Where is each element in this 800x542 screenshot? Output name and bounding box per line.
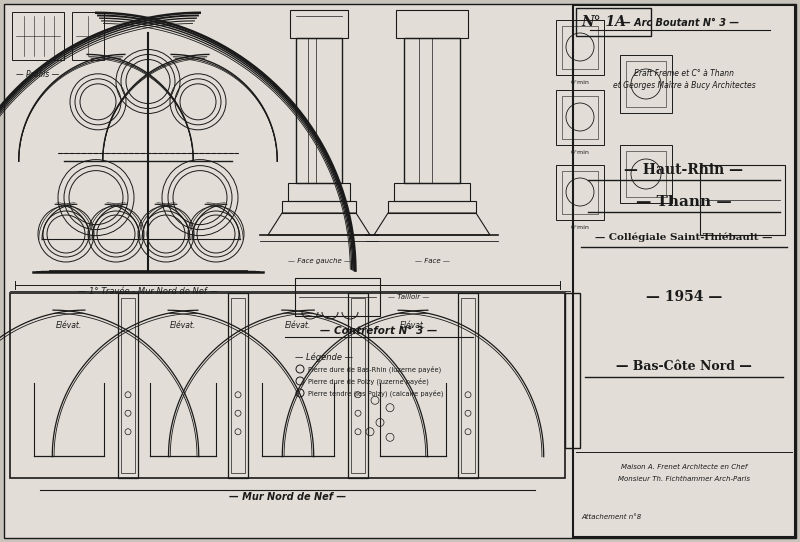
Text: — Collégiale Saint-Thiébault —: — Collégiale Saint-Thiébault — xyxy=(595,233,773,242)
Bar xyxy=(394,183,470,201)
Text: — Face gauche —: — Face gauche — xyxy=(287,258,350,264)
Bar xyxy=(700,165,785,235)
Text: — Haut-Rhin —: — Haut-Rhin — xyxy=(625,163,743,177)
Bar xyxy=(620,145,672,203)
Bar xyxy=(556,20,604,75)
Text: — Thann —: — Thann — xyxy=(636,195,732,209)
Bar xyxy=(626,61,666,107)
Text: — Mur Nord de Nef —: — Mur Nord de Nef — xyxy=(229,492,346,502)
Text: Pierre dure de Bas-Rhin (luzerne payée): Pierre dure de Bas-Rhin (luzerne payée) xyxy=(308,365,442,373)
Bar xyxy=(10,293,565,478)
Bar xyxy=(388,201,476,213)
Bar xyxy=(228,293,248,478)
Text: — Bas-Côte Nord —: — Bas-Côte Nord — xyxy=(616,360,752,373)
Text: Pierre tendre (les Polzy) (calcaire payée): Pierre tendre (les Polzy) (calcaire payé… xyxy=(308,389,443,397)
Bar xyxy=(348,293,368,478)
Bar xyxy=(576,8,651,36)
Text: Elévat.: Elévat. xyxy=(56,321,82,330)
Bar xyxy=(556,165,604,220)
Text: — Tailloir —: — Tailloir — xyxy=(388,294,430,300)
Text: et Georges Maître à Bucy Architectes: et Georges Maître à Bucy Architectes xyxy=(613,81,755,89)
Bar xyxy=(556,90,604,145)
Text: 6°min: 6°min xyxy=(570,150,590,155)
Bar xyxy=(351,298,365,473)
Text: — 1° Travée - Mur Nord de Nef —: — 1° Travée - Mur Nord de Nef — xyxy=(78,287,218,296)
Text: — Arc Boutant N° 3 —: — Arc Boutant N° 3 — xyxy=(621,18,739,28)
Bar xyxy=(461,298,475,473)
Bar xyxy=(562,96,598,139)
Text: Monsieur Th. Fichthammer Arch-Paris: Monsieur Th. Fichthammer Arch-Paris xyxy=(618,476,750,482)
Text: Pierre dure de Polzy (luzerne payée): Pierre dure de Polzy (luzerne payée) xyxy=(308,377,429,385)
Text: N° 1A: N° 1A xyxy=(581,15,626,29)
Bar xyxy=(72,12,104,60)
Bar xyxy=(404,38,460,183)
Text: Maison A. Frenet Architecte en Chef: Maison A. Frenet Architecte en Chef xyxy=(621,464,747,470)
Bar xyxy=(295,278,380,316)
Text: Attachement n°8: Attachement n°8 xyxy=(581,514,642,520)
Text: Elévat.: Elévat. xyxy=(400,321,426,330)
Bar xyxy=(396,10,468,38)
Polygon shape xyxy=(4,4,796,538)
Text: Elévat.: Elévat. xyxy=(170,321,196,330)
Bar xyxy=(620,55,672,113)
Bar xyxy=(562,171,598,214)
Bar xyxy=(121,298,135,473)
Text: — 1954 —: — 1954 — xyxy=(646,290,722,304)
Bar xyxy=(288,183,350,201)
Text: — Face —: — Face — xyxy=(414,258,450,264)
Text: 6°min: 6°min xyxy=(570,225,590,230)
Bar xyxy=(290,10,348,38)
Bar xyxy=(282,201,356,213)
Text: — Contrefort N° 3 —: — Contrefort N° 3 — xyxy=(320,326,438,336)
Bar xyxy=(231,298,245,473)
Text: Elévat.: Elévat. xyxy=(285,321,311,330)
Bar xyxy=(12,12,64,60)
Text: 6°min: 6°min xyxy=(570,80,590,85)
Text: Eraft Freme et C° à Thann: Eraft Freme et C° à Thann xyxy=(634,68,734,78)
Bar xyxy=(296,38,342,183)
Bar xyxy=(458,293,478,478)
Bar xyxy=(573,5,795,537)
Text: — Profils —: — Profils — xyxy=(16,70,60,79)
Bar xyxy=(626,151,666,197)
Bar xyxy=(562,26,598,69)
Bar xyxy=(118,293,138,478)
Text: — Légende —: — Légende — xyxy=(295,353,353,363)
